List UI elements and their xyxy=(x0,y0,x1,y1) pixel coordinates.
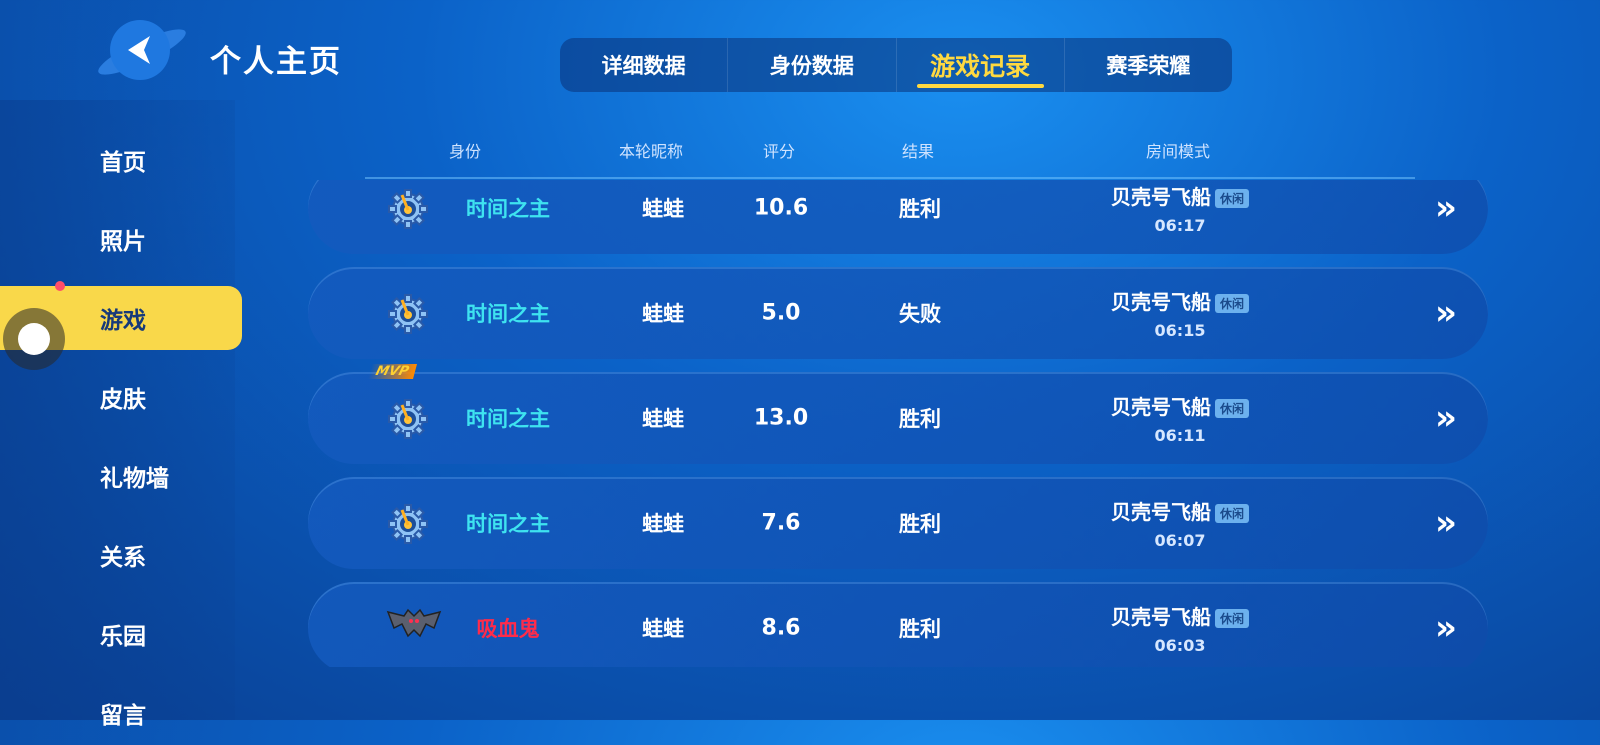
mode-badge: 休闲 xyxy=(1214,504,1250,523)
double-chevron-right-icon[interactable]: » xyxy=(1435,293,1457,333)
page-title: 个人主页 xyxy=(210,44,342,80)
result: 胜利 xyxy=(899,197,941,221)
tab-bar: 详细数据 身份数据 游戏记录 赛季荣耀 xyxy=(560,38,1232,92)
mode-badge: 休闲 xyxy=(1214,294,1250,313)
mode-badge: 休闲 xyxy=(1214,609,1250,628)
sidebar-item-label: 游戏 xyxy=(100,308,146,334)
role-name: 时间之主 xyxy=(466,302,550,326)
sidebar-item[interactable]: 关系 xyxy=(0,523,242,587)
room-info: 贝壳号飞船 休闲 06:15 xyxy=(1110,286,1250,340)
sidebar-item[interactable]: 乐园 xyxy=(0,602,242,666)
tab-game-records[interactable]: 游戏记录 xyxy=(895,38,1064,92)
room-name: 贝壳号飞船 xyxy=(1110,395,1211,419)
room-info: 贝壳号飞船 休闲 06:07 xyxy=(1110,496,1250,550)
double-chevron-right-icon[interactable]: » xyxy=(1435,398,1457,438)
sidebar-item[interactable]: 留言 xyxy=(0,681,242,745)
tab-identity-data[interactable]: 身份数据 xyxy=(727,38,895,92)
header-divider xyxy=(365,177,1415,179)
floating-assistive-button[interactable] xyxy=(3,308,65,370)
score: 7.6 xyxy=(761,510,801,536)
col-header-result: 结果 xyxy=(901,142,935,161)
room-info: 贝壳号飞船 休闲 06:11 xyxy=(1110,391,1250,445)
sidebar-item-label: 首页 xyxy=(100,150,146,176)
gear-clock-icon xyxy=(386,291,430,335)
record-row[interactable]: 时间之主 蛙蛙 10.6 胜利 贝壳号飞船 休闲 06:17 » xyxy=(308,180,1488,254)
record-row[interactable]: MVP 时间之主 蛙蛙 13.0 胜利 贝壳号飞船 休闲 06:11 » xyxy=(308,364,1488,464)
record-row[interactable]: 吸血鬼 蛙蛙 8.6 胜利 贝壳号飞船 休闲 06:03 » xyxy=(308,582,1488,667)
nickname: 蛙蛙 xyxy=(642,512,684,536)
nickname: 蛙蛙 xyxy=(642,407,684,431)
score: 10.6 xyxy=(753,195,809,221)
room-name: 贝壳号飞船 xyxy=(1110,290,1211,314)
col-header-score: 评分 xyxy=(762,142,796,161)
col-header-role: 身份 xyxy=(448,142,482,161)
game-time: 06:11 xyxy=(1154,426,1206,445)
col-header-room: 房间模式 xyxy=(1145,142,1211,161)
room-name: 贝壳号飞船 xyxy=(1110,500,1211,524)
col-header-nickname: 本轮昵称 xyxy=(618,142,684,161)
sidebar-item[interactable]: 游戏 xyxy=(0,281,242,350)
record-row[interactable]: 时间之主 蛙蛙 5.0 失败 贝壳号飞船 休闲 06:15 » xyxy=(308,267,1488,359)
sidebar-item[interactable]: 照片 xyxy=(0,207,242,271)
notification-dot xyxy=(55,281,65,291)
sidebar-item[interactable]: 首页 xyxy=(0,128,242,192)
role-name: 吸血鬼 xyxy=(476,617,540,641)
sidebar-item[interactable]: 皮肤 xyxy=(0,365,242,429)
back-button[interactable] xyxy=(92,18,192,82)
gear-clock-icon xyxy=(386,501,430,545)
score: 8.6 xyxy=(761,615,801,641)
gear-clock-icon xyxy=(386,186,430,230)
mode-badge: 休闲 xyxy=(1214,189,1250,208)
game-time: 06:15 xyxy=(1154,321,1206,340)
tab-season-honors[interactable]: 赛季荣耀 xyxy=(1063,38,1232,92)
game-time: 06:17 xyxy=(1154,216,1206,235)
sidebar xyxy=(0,100,235,720)
game-time: 06:03 xyxy=(1154,636,1206,655)
score: 13.0 xyxy=(753,405,809,431)
score: 5.0 xyxy=(761,300,801,326)
role-name: 时间之主 xyxy=(466,197,550,221)
sidebar-item-label: 皮肤 xyxy=(100,387,146,413)
nickname: 蛙蛙 xyxy=(642,302,684,326)
double-chevron-right-icon[interactable]: » xyxy=(1435,188,1457,228)
room-info: 贝壳号飞船 休闲 06:03 xyxy=(1110,601,1250,655)
double-chevron-right-icon[interactable]: » xyxy=(1435,503,1457,543)
result: 胜利 xyxy=(899,512,941,536)
sidebar-item-label: 留言 xyxy=(100,703,146,729)
record-list[interactable]: 时间之主 蛙蛙 10.6 胜利 贝壳号飞船 休闲 06:17» 时间之主 蛙蛙 5.0 失败 贝壳号飞… xyxy=(300,180,1490,667)
room-name: 贝壳号飞船 xyxy=(1110,185,1211,209)
game-time: 06:07 xyxy=(1154,531,1206,550)
double-chevron-right-icon[interactable]: » xyxy=(1435,608,1457,648)
room-info: 贝壳号飞船 休闲 06:17 xyxy=(1110,181,1250,235)
sidebar-item[interactable]: 礼物墙 xyxy=(0,444,242,508)
gear-clock-icon xyxy=(386,396,430,440)
result: 胜利 xyxy=(899,617,941,641)
room-name: 贝壳号飞船 xyxy=(1110,605,1211,629)
role-name: 时间之主 xyxy=(466,407,550,431)
back-arrow-icon xyxy=(128,36,150,64)
result: 失败 xyxy=(899,302,941,326)
sidebar-item-label: 乐园 xyxy=(100,624,146,650)
sidebar-item-label: 照片 xyxy=(100,229,146,255)
sidebar-item-label: 关系 xyxy=(100,545,146,571)
nickname: 蛙蛙 xyxy=(642,197,684,221)
record-row[interactable]: 时间之主 蛙蛙 7.6 胜利 贝壳号飞船 休闲 06:07 » xyxy=(308,477,1488,569)
tab-detail-data[interactable]: 详细数据 xyxy=(601,54,686,78)
role-name: 时间之主 xyxy=(466,512,550,536)
mode-badge: 休闲 xyxy=(1214,399,1250,418)
nickname: 蛙蛙 xyxy=(642,617,684,641)
sidebar-item-label: 礼物墙 xyxy=(100,466,169,492)
result: 胜利 xyxy=(899,407,941,431)
bat-icon xyxy=(386,606,442,650)
mvp-badge: MVP xyxy=(367,364,417,379)
